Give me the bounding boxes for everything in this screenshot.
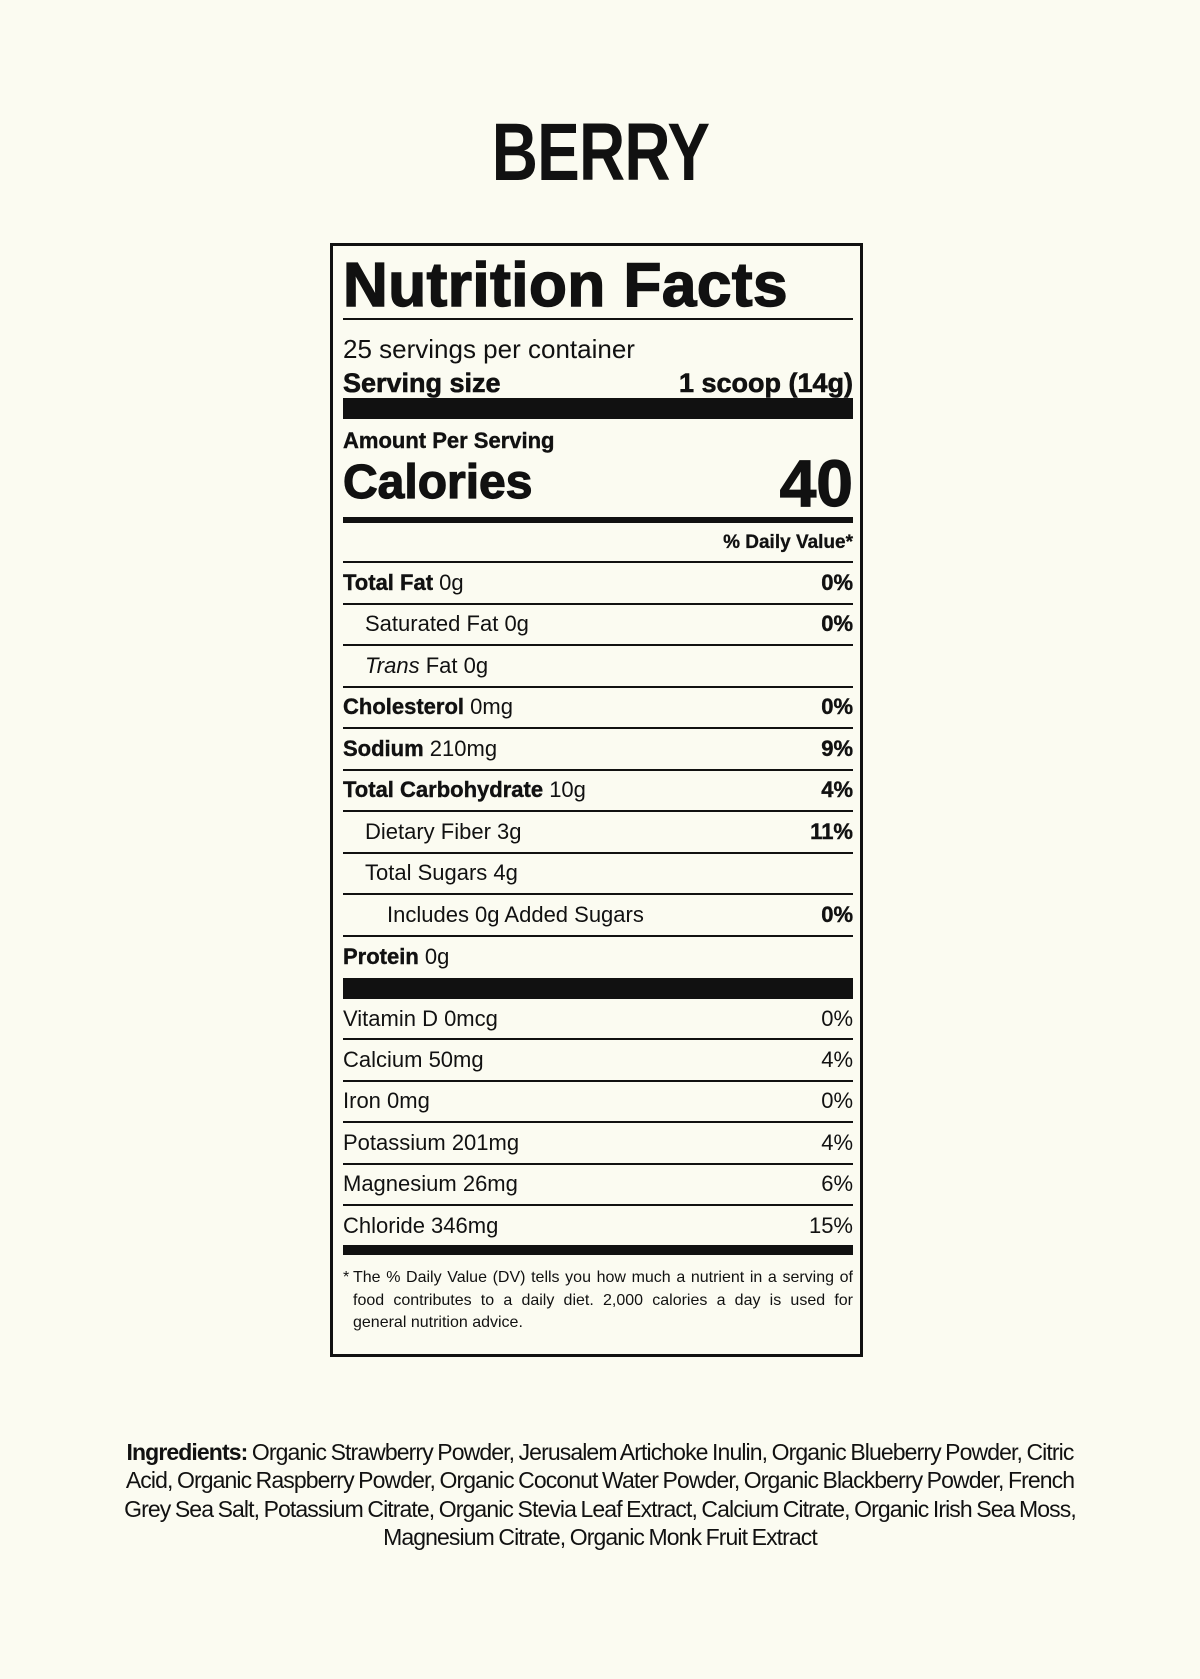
nutrient-row-dietary-fiber: Dietary Fiber 3g 11% [343,812,853,854]
vitamin-dv: 4% [821,1047,853,1073]
nutrient-name: Total Carbohydrate [343,777,544,803]
footnote-divider [343,1245,853,1256]
vitamin-name: Potassium 201mg [343,1129,520,1155]
nutrient-dv: 0% [821,611,853,637]
ingredients-label: Ingredients: [126,1439,249,1465]
vitamin-name: Iron 0mg [343,1088,430,1114]
ingredients: Ingredients: Organic Strawberry Powder, … [110,1438,1090,1551]
footnote-text: The % Daily Value (DV) tells you how muc… [353,1269,853,1332]
nutrient-amount: 0g [463,652,489,678]
nutrient-dv: 4% [821,777,853,803]
serving-size-label: Serving size [343,368,501,399]
nutrient-name: Saturated Fat [365,611,499,637]
vitamin-dv: 6% [821,1171,853,1197]
label-title: Nutrition Facts [342,250,788,321]
servings-per-container: 25 servings per container [343,334,635,364]
vitamin-dv: 4% [821,1129,853,1155]
nutrient-amount: 4g [493,860,518,886]
nutrient-row-total-carbohydrate: Total Carbohydrate 10g 4% [343,771,853,812]
vitamin-name: Chloride 346mg [343,1212,499,1238]
nutrient-row-added-sugars: Includes 0g Added Sugars 0% [343,895,853,937]
vitamin-name: Magnesium 26mg [343,1171,518,1197]
vitamin-dv: 0% [821,1088,853,1114]
nutrient-name: Dietary Fiber [365,818,491,844]
thick-divider [343,398,853,419]
serving-size-row: Serving size 1 scoop (14g) [343,368,854,399]
nutrient-amount: 0g [439,569,464,595]
nutrient-row-protein: Protein 0g [343,937,853,979]
nutrient-amount: 210mg [429,735,498,761]
calories-label: Calories [342,455,533,509]
vitamin-row: Calcium 50mg 4% [343,1040,853,1082]
vitamin-row: Magnesium 26mg 6% [343,1165,853,1206]
nutrient-row-sodium: Sodium 210mg 9% [343,729,853,771]
nutrient-dv: 0% [821,569,853,595]
nutrient-row-cholesterol: Cholesterol 0mg 0% [343,688,853,729]
vitamin-name: Vitamin D 0mcg [343,1005,498,1031]
nutrient-amount: 0g [504,611,529,637]
daily-value-header: % Daily Value* [343,523,853,563]
amount-per-serving: Amount Per Serving [343,428,555,453]
nutrient-name-italic: Trans [365,652,420,678]
nutrient-row-saturated-fat: Saturated Fat 0g 0% [343,605,853,646]
vitamin-row: Iron 0mg 0% [343,1082,853,1124]
nutrient-name: Fat [425,652,458,678]
nutrient-name: Total Sugars [365,860,488,886]
divider [343,318,853,320]
vitamin-name: Calcium 50mg [343,1047,484,1073]
vitamin-dv: 15% [808,1212,853,1238]
nutrient-amount: 10g [549,777,586,803]
nutrient-dv: 9% [821,735,853,761]
ingredients-text: Organic Strawberry Powder, Jerusalem Art… [124,1439,1077,1550]
footnote: * The % Daily Value (DV) tells you how m… [343,1267,853,1335]
nutrient-dv: 0% [821,694,853,720]
nutrient-row-total-fat: Total Fat 0g 0% [343,563,853,605]
vitamin-row: Chloride 346mg 15% [343,1206,853,1245]
vitamin-row: Potassium 201mg 4% [343,1123,853,1165]
calories-row: Calories 40 [342,446,854,520]
nutrient-name: Sodium [343,735,424,761]
nutrient-name: Includes 0g Added Sugars [387,901,644,927]
nutrient-row-total-sugars: Total Sugars 4g [343,854,853,895]
nutrition-facts-label: Nutrition Facts 25 servings per containe… [330,243,863,1357]
nutrient-name: Cholesterol [343,694,465,720]
vitamin-row: Vitamin D 0mcg 0% [343,999,853,1041]
nutrient-amount: 3g [497,818,522,844]
footnote-marker: * [343,1269,350,1287]
serving-size-value: 1 scoop (14g) [678,368,854,399]
nutrient-row-trans-fat: Trans Fat 0g [343,646,853,688]
medium-divider [343,517,853,523]
nutrient-amount: 0g [424,944,450,970]
flavor-title: BERRY [491,107,709,198]
nutrient-dv: 11% [810,818,853,844]
nutrient-amount: 0mg [470,694,513,720]
thick-divider [343,978,853,999]
nutrient-name: Total Fat [343,569,434,595]
nutrient-dv: 0% [821,901,853,927]
nutrient-name: Protein [343,944,419,970]
vitamin-dv: 0% [821,1005,853,1031]
calories-value: 40 [779,446,854,520]
